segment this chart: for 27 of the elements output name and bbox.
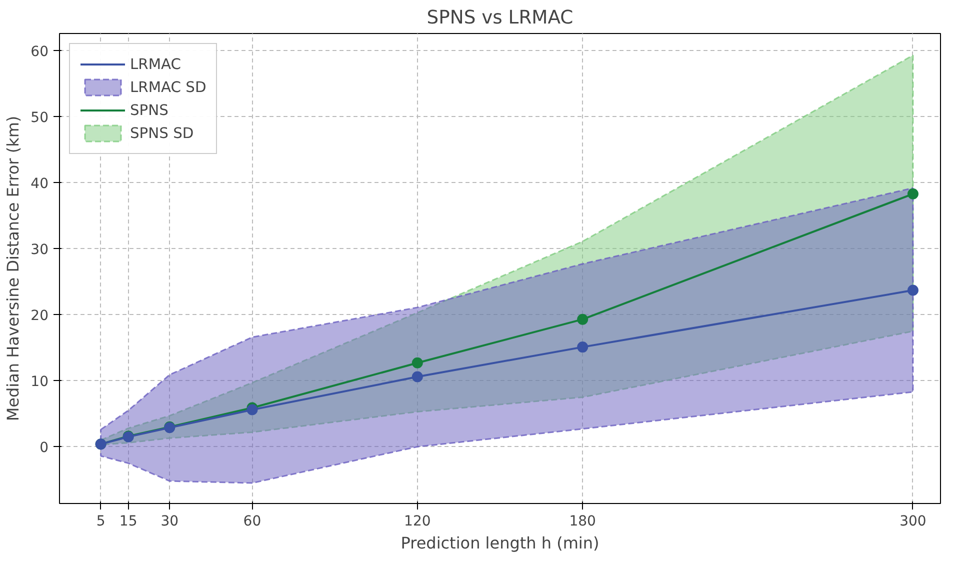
y-axis-title: Median Haversine Distance Error (km) [4,116,23,422]
y-tick-label: 20 [30,308,49,324]
x-tick-label: 120 [404,514,431,530]
point [412,357,423,368]
point [577,342,588,353]
point [577,314,588,325]
x-tick-label: 180 [569,514,596,530]
x-tick-label: 300 [900,514,926,530]
x-tick-label: 60 [243,514,262,530]
y-tick-label: 30 [30,242,49,258]
point [412,371,423,382]
legend-label: SPNS SD [130,124,194,142]
y-tick-label: 60 [30,44,49,60]
chart-title: SPNS vs LRMAC [426,8,574,28]
y-tick-label: 10 [30,374,49,390]
x-tick-label: 15 [119,514,138,530]
x-tick-label: 30 [160,514,179,530]
legend-label: LRMAC [130,56,181,72]
y-tick-label: 50 [30,110,49,126]
legend-label: SPNS [130,102,168,118]
x-axis-title: Prediction length h (min) [400,534,600,552]
point [907,284,918,296]
point [907,188,918,200]
y-tick-label: 0 [40,440,49,456]
legend-label: LRMAC SD [130,78,206,96]
x-tick-label: 5 [96,514,106,530]
y-tick-label: 40 [30,176,49,192]
